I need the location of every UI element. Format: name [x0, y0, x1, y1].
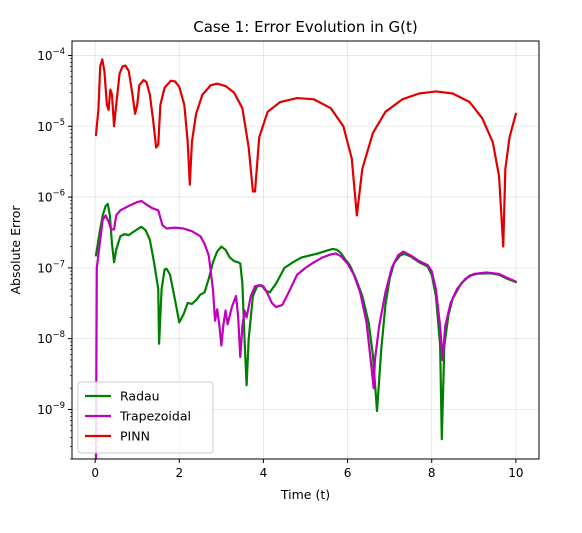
y-tick-base: 10: [37, 332, 52, 346]
x-tick-label: 8: [428, 466, 436, 480]
y-tick-exponent: −9: [52, 401, 65, 411]
legend-label: Radau: [120, 389, 160, 404]
y-axis-label: Absolute Error: [8, 205, 23, 295]
y-tick-label: 10−4: [37, 47, 65, 63]
y-tick-exponent: −6: [52, 189, 65, 199]
legend-label: Trapezoidal: [119, 409, 191, 424]
y-tick-label: 10−8: [37, 330, 65, 346]
y-tick-label: 10−5: [37, 118, 65, 134]
plot-frame: [71, 40, 540, 460]
y-axis-ticks: 10−910−810−710−610−510−4: [37, 47, 72, 460]
y-tick-label: 10−9: [37, 401, 65, 417]
x-tick-label: 2: [175, 466, 183, 480]
series-line-pinn: [94, 58, 517, 248]
x-axis-label: Time (t): [280, 487, 330, 502]
y-tick-base: 10: [37, 261, 52, 275]
legend: Radau Trapezoidal PINN: [77, 381, 214, 454]
grid-lines: [72, 41, 539, 459]
y-tick-exponent: −8: [52, 330, 65, 340]
y-tick-base: 10: [37, 403, 52, 417]
y-tick-exponent: −5: [52, 118, 65, 128]
x-tick-label: 0: [91, 466, 99, 480]
y-tick-label: 10−6: [37, 189, 65, 205]
series-lines: [94, 58, 517, 459]
y-tick-base: 10: [37, 191, 52, 205]
y-tick-exponent: −7: [52, 259, 65, 269]
x-tick-label: 10: [508, 466, 523, 480]
series-line-radau: [94, 202, 517, 441]
series-line-trapezoidal: [94, 199, 517, 459]
x-tick-label: 4: [260, 466, 268, 480]
y-tick-exponent: −4: [52, 47, 65, 57]
x-tick-label: 6: [344, 466, 352, 480]
y-tick-label: 10−7: [37, 259, 65, 275]
legend-label: PINN: [120, 429, 150, 444]
y-tick-base: 10: [37, 120, 52, 134]
y-tick-base: 10: [37, 49, 52, 63]
chart-title: Case 1: Error Evolution in G(t): [193, 18, 418, 36]
x-axis-ticks: 0 2 4 6 8 10: [91, 459, 524, 480]
legend-box: [77, 381, 214, 454]
